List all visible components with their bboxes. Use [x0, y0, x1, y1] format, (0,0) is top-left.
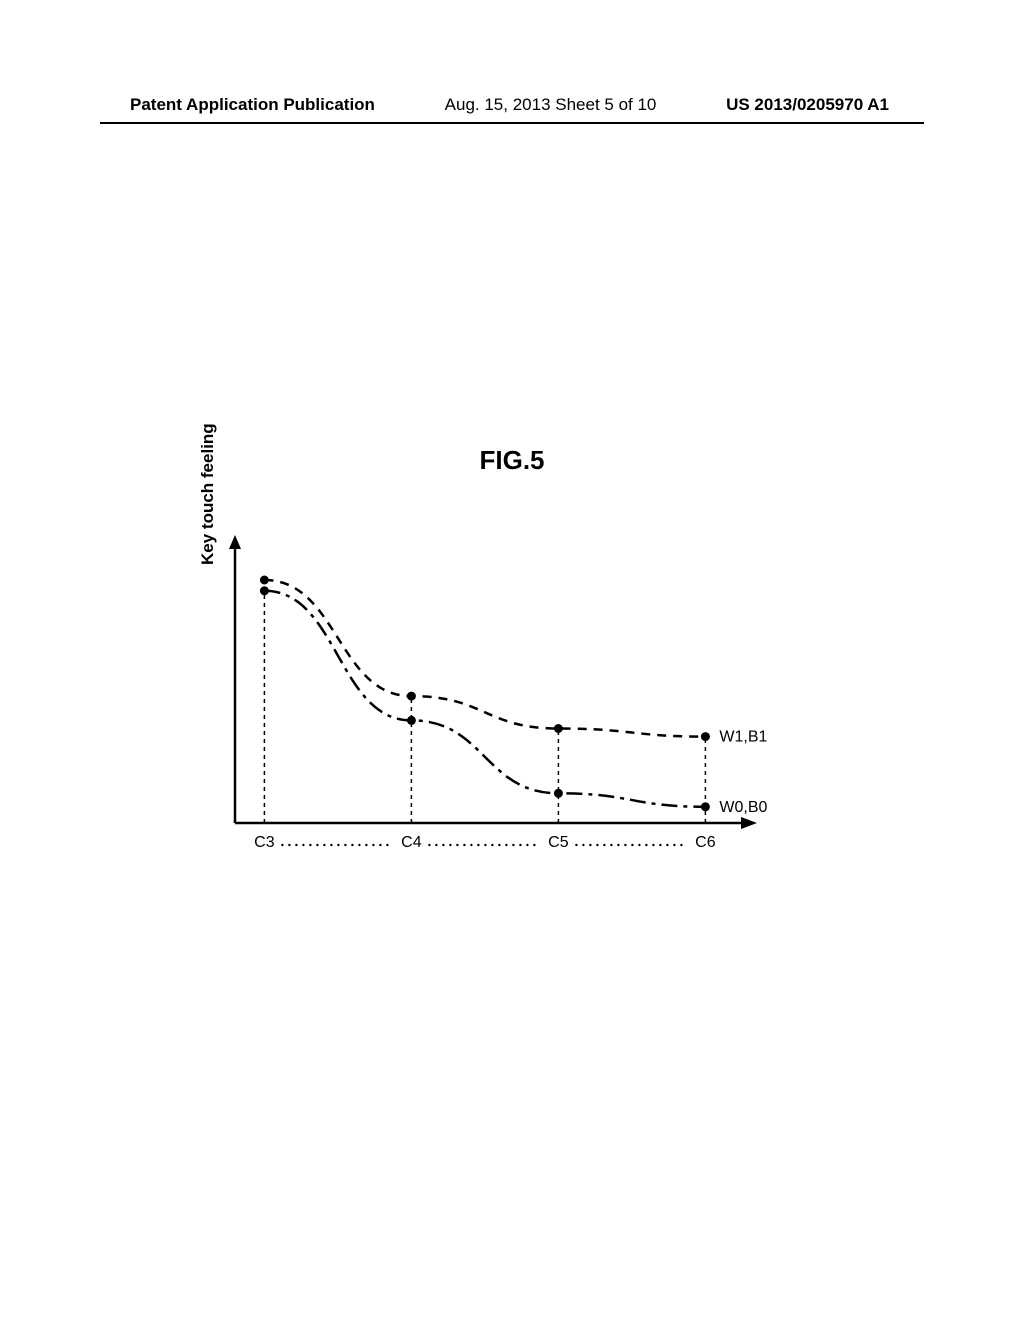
chart: W1,B1 W0,B0 C3 C4 C5 C6 [213, 530, 825, 870]
header-right: US 2013/0205970 A1 [726, 95, 889, 115]
figure-title: FIG.5 [0, 445, 1024, 476]
header-divider [100, 122, 924, 124]
series-W1B1 [264, 580, 705, 737]
series-label-W1B1: W1,B1 [719, 729, 767, 746]
header-left: Patent Application Publication [130, 95, 375, 115]
xtick-C6: C6 [695, 834, 716, 851]
header-center: Aug. 15, 2013 Sheet 5 of 10 [445, 95, 657, 115]
xtick-C5: C5 [548, 834, 569, 851]
xtick-C3: C3 [254, 834, 275, 851]
xtick-C4: C4 [401, 834, 422, 851]
chart-svg: W1,B1 W0,B0 C3 C4 C5 C6 [213, 530, 825, 870]
page-header: Patent Application Publication Aug. 15, … [0, 95, 1024, 115]
series-label-W0B0: W0,B0 [719, 799, 767, 816]
series-W0B0 [264, 591, 705, 807]
